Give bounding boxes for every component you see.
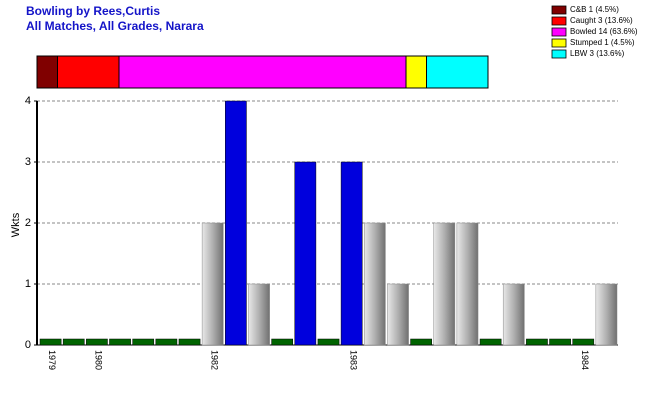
bar bbox=[433, 222, 456, 346]
y-tick-label: 0 bbox=[25, 339, 31, 351]
bar bbox=[572, 338, 595, 346]
bar bbox=[549, 338, 571, 346]
dismissal-segment bbox=[118, 55, 407, 89]
y-tick-label: 1 bbox=[25, 278, 31, 290]
legend-swatch bbox=[551, 5, 567, 15]
bar bbox=[294, 161, 317, 346]
legend-swatch bbox=[551, 38, 567, 48]
chart-subtitle: All Matches, All Grades, Narara bbox=[26, 19, 204, 33]
bar bbox=[109, 338, 131, 346]
bar bbox=[225, 100, 247, 346]
y-axis-label: Wkts bbox=[10, 212, 22, 237]
bar bbox=[317, 338, 340, 346]
y-tick-label: 3 bbox=[25, 156, 31, 168]
chart-title: Bowling by Rees,Curtis bbox=[26, 4, 160, 18]
x-tick-label: 1984 bbox=[580, 350, 590, 370]
legend-label: C&B 1 (4.5%) bbox=[570, 5, 619, 14]
bar bbox=[86, 338, 108, 346]
bar bbox=[456, 222, 479, 346]
bar bbox=[387, 283, 409, 346]
bar bbox=[410, 338, 432, 346]
legend-label: Bowled 14 (63.6%) bbox=[570, 27, 638, 36]
dismissal-segment bbox=[57, 55, 120, 89]
x-tick-label: 1983 bbox=[348, 350, 358, 370]
bar bbox=[526, 338, 548, 346]
dismissal-segment bbox=[36, 55, 58, 89]
dismissal-segment bbox=[426, 55, 489, 89]
legend-swatch bbox=[551, 27, 567, 37]
bar bbox=[178, 338, 201, 346]
legend-label: LBW 3 (13.6%) bbox=[570, 49, 625, 58]
bar bbox=[155, 338, 178, 346]
bar bbox=[479, 338, 502, 346]
legend-swatch bbox=[551, 49, 567, 59]
bar bbox=[363, 222, 386, 346]
bar bbox=[595, 283, 618, 346]
x-tick-label: 1980 bbox=[94, 350, 104, 370]
bar bbox=[248, 283, 270, 346]
y-tick-label: 2 bbox=[25, 217, 31, 229]
x-tick-label: 1979 bbox=[47, 350, 57, 370]
bar bbox=[271, 338, 294, 346]
dismissal-segment bbox=[405, 55, 427, 89]
legend-label: Stumped 1 (4.5%) bbox=[570, 38, 635, 47]
bar bbox=[62, 338, 85, 346]
bar bbox=[201, 222, 224, 346]
bar bbox=[502, 283, 525, 346]
bar bbox=[132, 338, 155, 346]
y-tick-label: 4 bbox=[25, 95, 31, 107]
bar bbox=[340, 161, 363, 346]
legend-label: Caught 3 (13.6%) bbox=[570, 16, 633, 25]
x-tick-label: 1982 bbox=[209, 350, 219, 370]
bar bbox=[39, 338, 62, 346]
legend-swatch bbox=[551, 16, 567, 26]
